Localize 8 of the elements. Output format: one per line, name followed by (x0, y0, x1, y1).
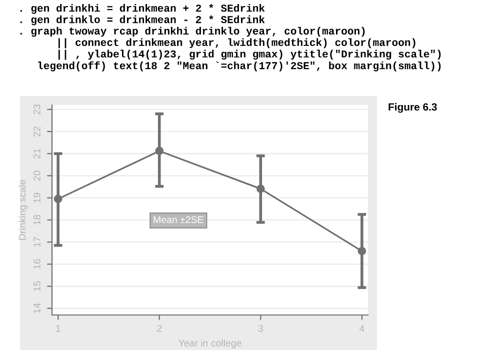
point (256, 184, 265, 193)
y-axis-title: Drinking scale (18, 180, 28, 240)
caption: Figure 6.3 (388, 103, 437, 113)
text: . gen drinkhi = drinkmean + 2 * SEdrink . gen drinklo = drinkmean - 2 * SEdrink . graph twoway rcap drinkhi drinklo year, color(maroon) || connect drinkmean year, lwidth(medthick) color(maroon) || , ylabel(14(1)23, grid gmin gmax) ytitle("Drinking scale") legend(off) text(18 2 "Mean `=char(177)'2SE", box margin(small)) (20, 4, 441, 72)
point (358, 246, 366, 256)
point (54, 194, 62, 204)
point (155, 146, 164, 156)
annotation: Mean ±2SE (154, 216, 204, 224)
